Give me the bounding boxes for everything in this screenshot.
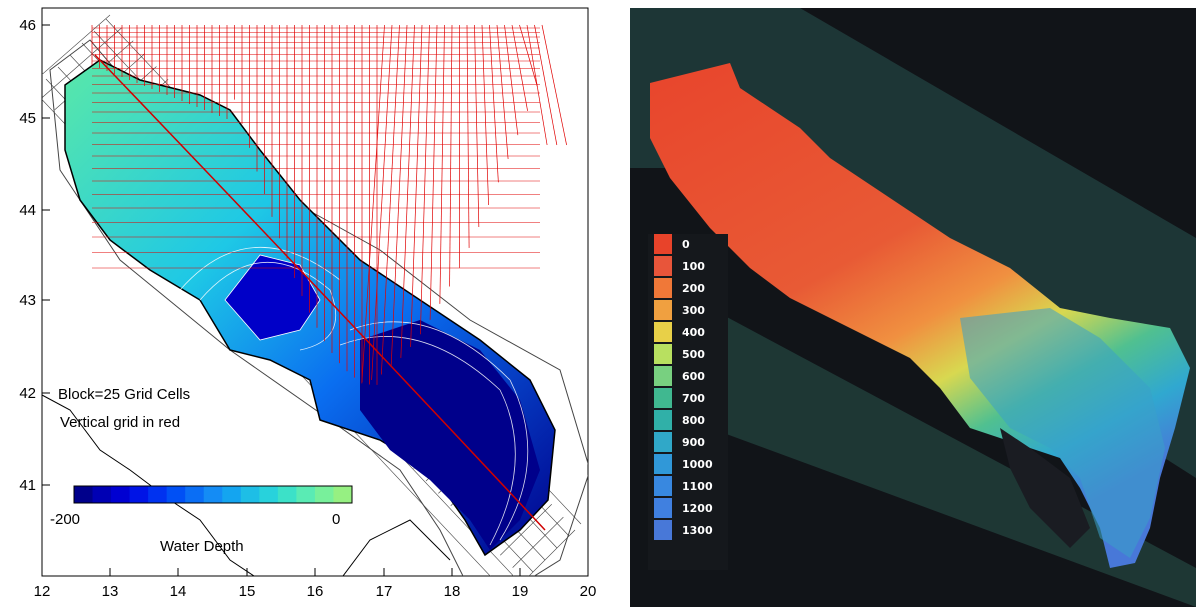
legend-swatch	[654, 300, 672, 320]
legend-swatch	[654, 388, 672, 408]
colorbar-max-label: 0	[332, 511, 340, 528]
x-tick-label: 18	[444, 583, 461, 600]
colorbar-min-label: -200	[50, 511, 80, 528]
legend-label: 700	[682, 392, 705, 405]
y-tick-label: 45	[19, 110, 36, 127]
legend-label: 900	[682, 436, 705, 449]
legend-label: 600	[682, 370, 705, 383]
x-tick-label: 14	[170, 583, 187, 600]
colorbar-swatch	[241, 486, 260, 503]
bathymetry-map: 46 45 44 43 42 41 12 13 14 15 16 17 18 19 20 Block=25…	[0, 0, 610, 607]
x-tick-label: 19	[512, 583, 529, 600]
colorbar-swatch	[333, 486, 352, 503]
colorbar-title: Water Depth	[160, 538, 244, 555]
annotation-vertical-grid: Vertical grid in red	[60, 414, 180, 431]
x-tick-label: 17	[376, 583, 393, 600]
y-tick-label: 43	[19, 292, 36, 309]
legend-label: 200	[682, 282, 705, 295]
legend-swatch	[654, 344, 672, 364]
legend-swatch	[654, 520, 672, 540]
legend-label: 100	[682, 260, 705, 273]
colorbar-swatch	[167, 486, 186, 503]
colorbar-swatch	[296, 486, 315, 503]
colorbar-swatch	[111, 486, 130, 503]
colorbar-swatch	[315, 486, 334, 503]
depth-colorbar	[74, 486, 353, 503]
colorbar-swatch	[185, 486, 204, 503]
legend-swatch	[654, 454, 672, 474]
x-tick-label: 20	[580, 583, 597, 600]
legend-swatch	[654, 366, 672, 386]
legend-swatch	[654, 234, 672, 254]
colorbar-swatch	[259, 486, 278, 503]
legend-label: 800	[682, 414, 705, 427]
bathymetry-3d-panel: 0 100 200 300 400 500 600 700 800 900 1000 1100 1200…	[630, 8, 1196, 607]
colorbar-swatch	[222, 486, 241, 503]
bathymetry-map-panel: 46 45 44 43 42 41 12 13 14 15 16 17 18 19 20 Block=25…	[0, 0, 610, 607]
legend-label: 1300	[682, 524, 713, 537]
depth-legend: 0 100 200 300 400 500 600 700 800 900 1000 1100 1200…	[648, 234, 728, 570]
colorbar-swatch	[204, 486, 223, 503]
legend-label: 500	[682, 348, 705, 361]
y-tick-label: 42	[19, 385, 36, 402]
legend-label: 0	[682, 238, 690, 251]
y-tick-label: 44	[19, 202, 36, 219]
legend-swatch	[654, 278, 672, 298]
x-tick-label: 12	[34, 583, 51, 600]
legend-swatch	[654, 256, 672, 276]
legend-label: 1100	[682, 480, 713, 493]
legend-label: 1000	[682, 458, 713, 471]
legend-label: 1200	[682, 502, 713, 515]
legend-label: 400	[682, 326, 705, 339]
x-tick-label: 15	[239, 583, 256, 600]
legend-label: 300	[682, 304, 705, 317]
legend-swatch	[654, 476, 672, 496]
colorbar-swatch	[278, 486, 297, 503]
legend-swatch	[654, 432, 672, 452]
bathymetry-3d-render: 0 100 200 300 400 500 600 700 800 900 1000 1100 1200…	[630, 8, 1196, 607]
legend-swatch	[654, 498, 672, 518]
x-tick-label: 16	[307, 583, 324, 600]
annotation-block: Block=25 Grid Cells	[58, 386, 190, 403]
x-tick-label: 13	[102, 583, 119, 600]
y-tick-label: 46	[19, 17, 36, 34]
colorbar-swatch	[93, 486, 112, 503]
colorbar-swatch	[148, 486, 167, 503]
legend-swatch	[654, 410, 672, 430]
colorbar-swatch	[74, 486, 93, 503]
legend-swatch	[654, 322, 672, 342]
y-tick-label: 41	[19, 477, 36, 494]
colorbar-swatch	[130, 486, 149, 503]
